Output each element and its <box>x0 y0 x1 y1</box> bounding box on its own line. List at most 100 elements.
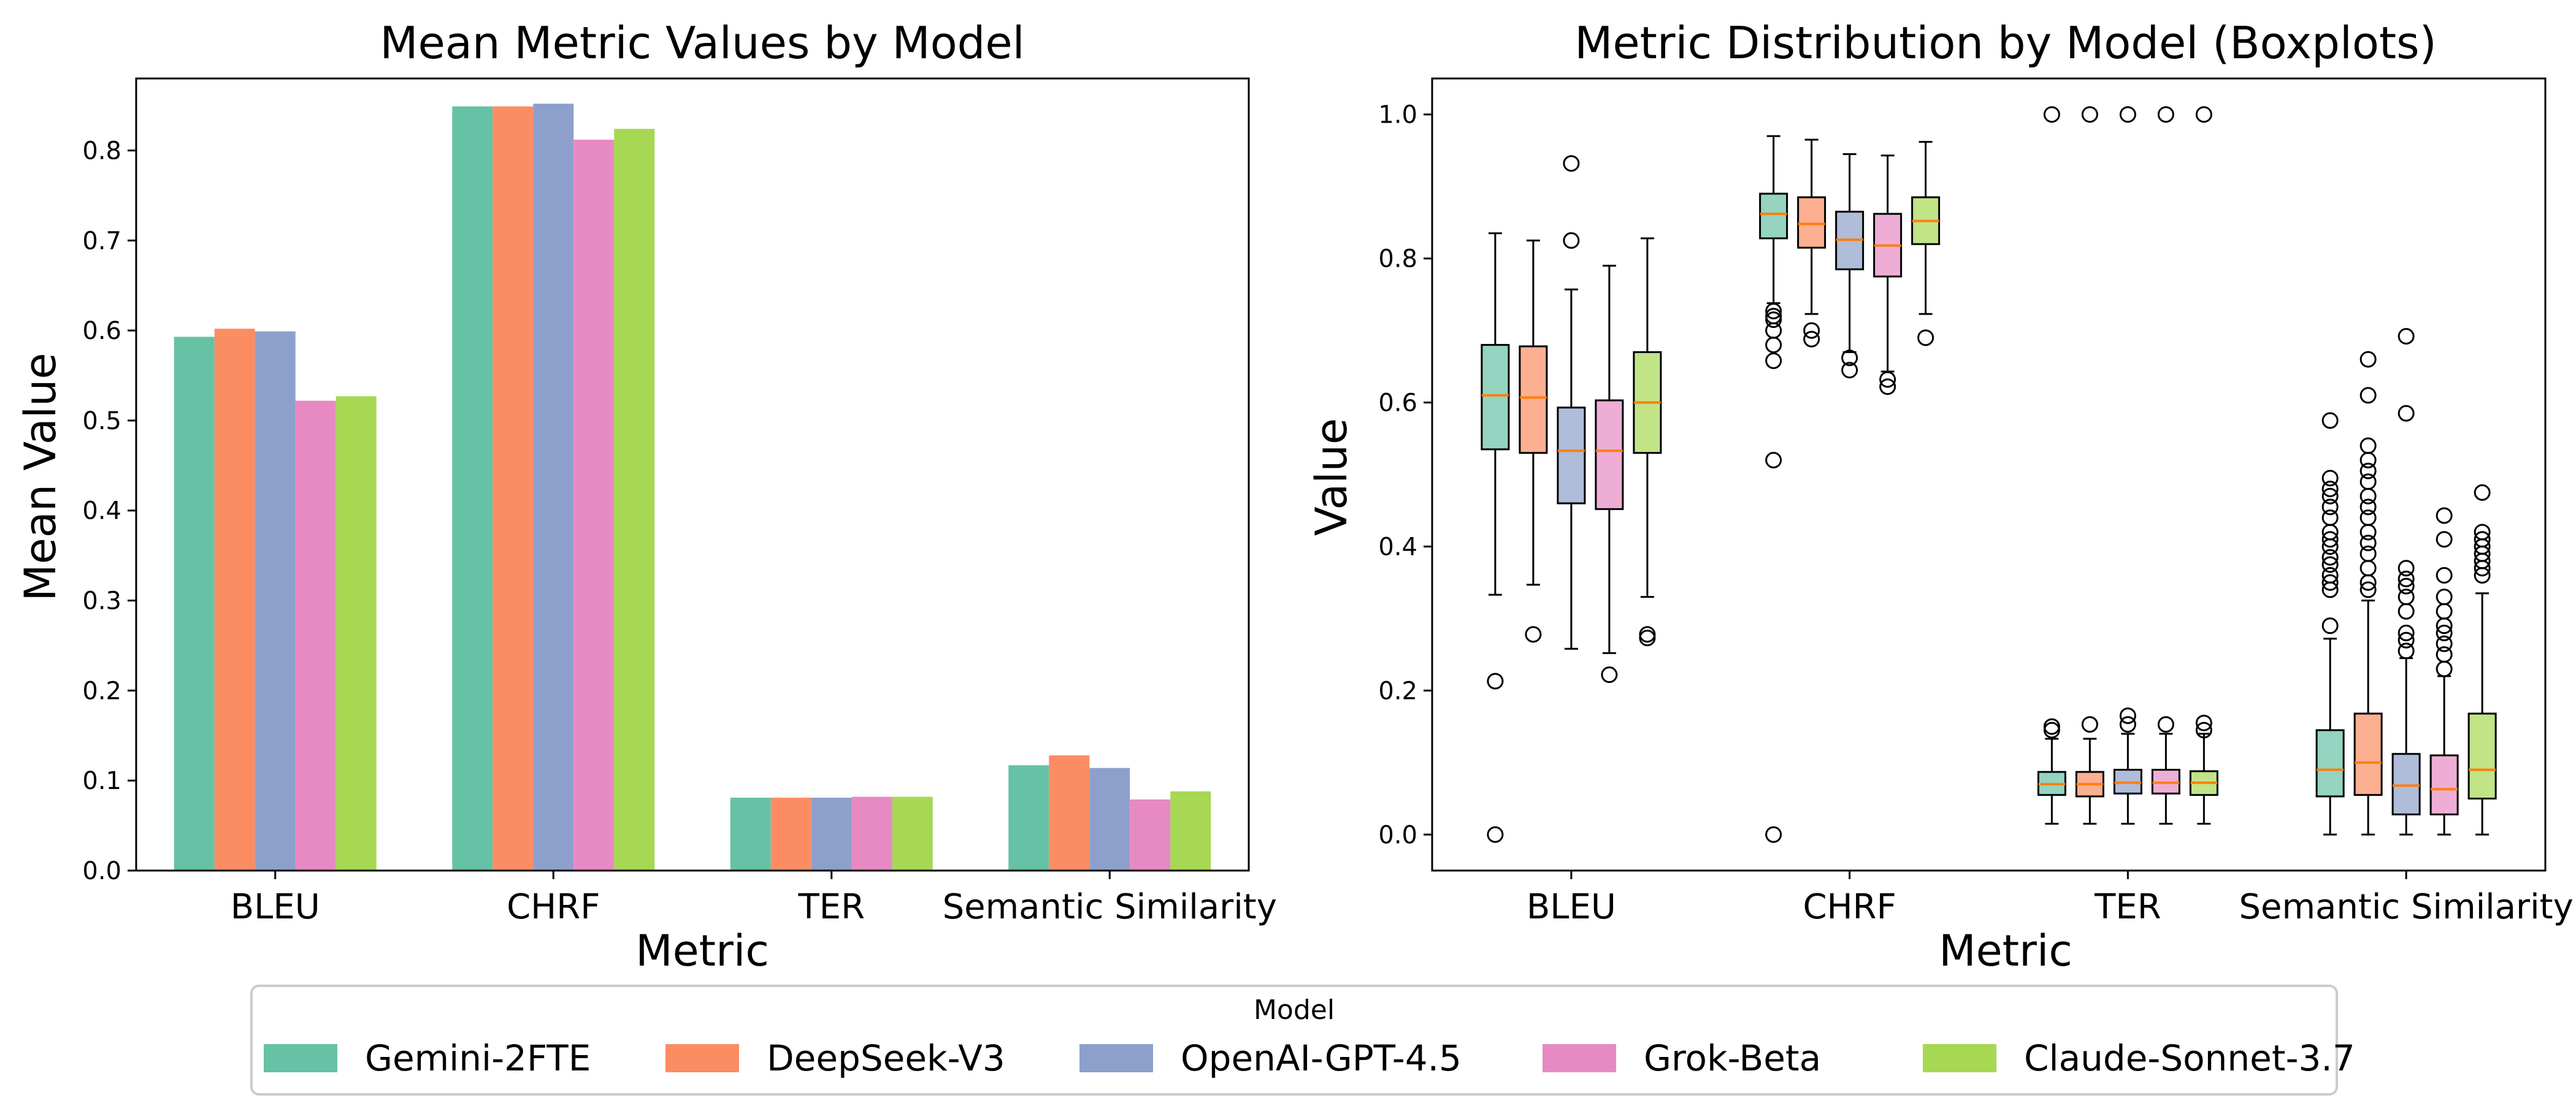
outlier-point <box>1765 311 1782 328</box>
box <box>2429 754 2459 815</box>
outlier-point <box>1487 673 1504 690</box>
y-tick-label: 0.2 <box>82 677 121 705</box>
bar <box>1130 799 1171 871</box>
outlier-point <box>2398 631 2415 649</box>
x-tick-label: Semantic Similarity <box>2239 887 2574 927</box>
x-tick-label: Semantic Similarity <box>943 887 1277 927</box>
bar <box>892 796 933 871</box>
outlier-point <box>2359 437 2377 454</box>
outlier-point <box>1765 826 1782 843</box>
bar <box>174 337 215 871</box>
y-tick-label: 1.0 <box>1378 101 1417 129</box>
outlier-point <box>2359 387 2377 404</box>
box <box>1595 399 1624 510</box>
y-tick-label: 0.8 <box>82 137 121 165</box>
outlier-point <box>2436 507 2453 524</box>
bar-chart: Mean Metric Values by Model Mean Value M… <box>15 17 1277 976</box>
outlier-point <box>2398 570 2415 587</box>
outlier-point <box>2119 106 2136 123</box>
outlier-point <box>2043 718 2060 735</box>
y-tick-label: 0.4 <box>1378 533 1417 561</box>
legend-swatch <box>1543 1044 1616 1072</box>
outlier-point <box>2398 405 2415 422</box>
outlier-point <box>2157 716 2174 733</box>
bar <box>614 129 655 871</box>
y-tick-label: 0.5 <box>82 407 121 435</box>
outlier-point <box>2119 707 2136 724</box>
outlier-point <box>2321 549 2339 566</box>
y-tick-label: 0.7 <box>82 227 121 255</box>
outlier-point <box>2398 624 2415 641</box>
outlier-point <box>1487 826 1504 843</box>
outlier-point <box>2359 545 2377 562</box>
outlier-point <box>1803 322 1820 339</box>
outlier-point <box>2321 574 2339 591</box>
outlier-point <box>2119 716 2136 733</box>
y-tick-label: 0.0 <box>82 857 121 885</box>
outlier-point <box>2436 635 2453 652</box>
bar-chart-plot-area: 0.0 0.1 0.2 0.3 0.4 0.5 0.6 0.7 0.8 BLEU CHRF TER Se… <box>82 77 1277 927</box>
bar <box>1049 755 1090 871</box>
box-chart-xlabel: Metric <box>1939 926 2072 976</box>
outlier-point <box>1525 626 1542 643</box>
legend-title: Model <box>1254 994 1335 1026</box>
box-chart-title: Metric Distribution by Model (Boxplots) <box>1574 17 2436 69</box>
x-tick-label: CHRF <box>1803 887 1896 927</box>
plot-frame <box>135 77 1250 872</box>
outlier-point <box>2436 589 2453 606</box>
legend-label: DeepSeek-V3 <box>767 1037 1005 1079</box>
outlier-point <box>1917 329 1934 346</box>
outlier-point <box>2321 470 2339 487</box>
outlier-point <box>1765 337 1782 354</box>
outlier-point <box>2195 106 2212 123</box>
outlier-point <box>2321 412 2339 429</box>
outlier-point <box>2436 624 2453 641</box>
bar <box>730 798 771 871</box>
outlier-point <box>2043 106 2060 123</box>
outlier-point <box>2321 531 2339 548</box>
bar <box>214 329 255 871</box>
outlier-point <box>2321 556 2339 573</box>
box <box>1557 406 1586 505</box>
outlier-point <box>2474 531 2491 548</box>
outlier-point <box>2359 498 2377 516</box>
box-chart-plot-area: 0.0 0.2 0.4 0.6 0.8 1.0 BLEU CHRF TER Semantic Si… <box>1378 77 2574 927</box>
bar <box>295 400 336 871</box>
outlier-point <box>2321 498 2339 516</box>
bar <box>255 331 296 871</box>
outlier-point <box>2321 480 2339 497</box>
outlier-point <box>1765 302 1782 319</box>
bar <box>1008 765 1049 871</box>
y-tick-label: 0.6 <box>82 317 121 345</box>
legend-label: OpenAI-GPT-4.5 <box>1181 1037 1462 1079</box>
bar <box>452 106 493 871</box>
legend-swatch <box>264 1044 337 1072</box>
outlier-point <box>2436 646 2453 663</box>
x-tick-label: TER <box>798 887 865 927</box>
bar <box>493 106 534 871</box>
outlier-point <box>2359 509 2377 526</box>
legend-items: Gemini-2FTE DeepSeek-V3 OpenAI-GPT-4.5 Grok… <box>264 1037 2355 1079</box>
box <box>1481 344 1510 451</box>
x-tick-label: CHRF <box>507 887 600 927</box>
outlier-point <box>2474 524 2491 541</box>
outlier-point <box>2321 617 2339 635</box>
legend-label: Grok-Beta <box>1644 1037 1821 1079</box>
bar-chart-title: Mean Metric Values by Model <box>380 17 1024 69</box>
box <box>1519 345 1548 454</box>
y-tick-label: 0.4 <box>82 497 121 525</box>
bar <box>770 798 811 871</box>
outlier-point <box>2359 473 2377 490</box>
outlier-point <box>2398 643 2415 660</box>
bar-chart-ylabel: Mean Value <box>15 353 66 601</box>
box <box>2467 712 2497 800</box>
legend-label: Gemini-2FTE <box>365 1037 591 1079</box>
outlier-point <box>2474 484 2491 501</box>
box <box>1759 193 1788 240</box>
outlier-point <box>1765 452 1782 469</box>
outlier-point <box>1765 352 1782 369</box>
box-chart: Metric Distribution by Model (Boxplots) … <box>1306 17 2574 976</box>
outlier-point <box>2398 578 2415 595</box>
outlier-point <box>1841 349 1858 367</box>
